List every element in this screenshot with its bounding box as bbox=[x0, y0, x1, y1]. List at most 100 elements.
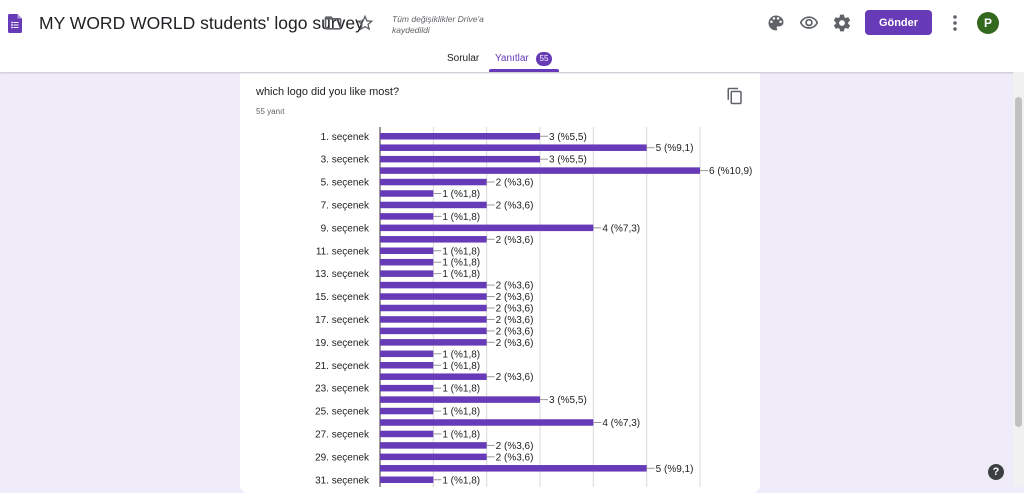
data-label: 2 (%3,6) bbox=[496, 338, 534, 349]
data-label: 1 (%1,8) bbox=[442, 407, 480, 418]
settings-gear-icon[interactable] bbox=[832, 13, 852, 33]
folder-icon[interactable] bbox=[323, 13, 343, 33]
category-label: 11. seçenek bbox=[316, 246, 370, 257]
category-label: 13. seçenek bbox=[315, 269, 370, 280]
send-button[interactable]: Gönder bbox=[865, 10, 932, 35]
data-label: 3 (%5,5) bbox=[549, 132, 587, 143]
data-label: 4 (%7,3) bbox=[602, 223, 640, 234]
chart-bar[interactable] bbox=[380, 327, 487, 335]
data-label: 1 (%1,8) bbox=[442, 475, 480, 486]
category-label: 27. seçenek bbox=[315, 429, 370, 440]
chart-bar[interactable] bbox=[380, 178, 487, 186]
data-label: 1 (%1,8) bbox=[442, 212, 480, 223]
active-tab-indicator bbox=[489, 69, 559, 72]
data-label: 1 (%1,8) bbox=[442, 269, 480, 280]
data-label: 2 (%3,6) bbox=[496, 200, 534, 211]
save-status: Tüm değişiklikler Drive'a kaydedildi bbox=[392, 14, 484, 35]
chart-bar[interactable] bbox=[380, 258, 434, 266]
chart-bar[interactable] bbox=[380, 339, 487, 346]
chart-bar[interactable] bbox=[380, 350, 434, 358]
chart-bar[interactable] bbox=[380, 465, 647, 472]
data-label: 2 (%3,6) bbox=[496, 315, 534, 326]
chart-bar[interactable] bbox=[380, 304, 487, 312]
top-bar: MY WORD WORLD students' logo survey Tüm … bbox=[0, 0, 1024, 72]
chart-bar[interactable] bbox=[380, 396, 540, 403]
chart-bar[interactable] bbox=[380, 373, 487, 380]
category-label: 31. seçenek bbox=[315, 475, 370, 486]
chart-bar[interactable] bbox=[380, 419, 594, 426]
chart-bar[interactable] bbox=[380, 224, 594, 232]
category-label: 7. seçenek bbox=[321, 200, 370, 211]
data-label: 2 (%3,6) bbox=[496, 441, 534, 452]
chart-bar[interactable] bbox=[380, 281, 487, 289]
category-label: 25. seçenek bbox=[315, 407, 370, 418]
data-label: 5 (%9,1) bbox=[656, 464, 694, 475]
response-count: 55 yanıt bbox=[256, 107, 285, 116]
star-icon[interactable] bbox=[355, 13, 375, 33]
data-label: 1 (%1,8) bbox=[442, 349, 480, 360]
chart-bar[interactable] bbox=[380, 167, 700, 174]
chart-bar[interactable] bbox=[380, 476, 434, 484]
chart-bar[interactable] bbox=[380, 213, 434, 220]
response-bar-chart: 3 (%5,5) 1. seçenek 5 (%9,1) 3 (%5,5) 3. seç… bbox=[315, 127, 752, 487]
data-label: 1 (%1,8) bbox=[442, 429, 480, 440]
data-label: 4 (%7,3) bbox=[602, 418, 640, 429]
chart-bar[interactable] bbox=[380, 316, 487, 323]
chart-bar[interactable] bbox=[380, 247, 434, 255]
category-label: 19. seçenek bbox=[315, 338, 370, 349]
chart-bar[interactable] bbox=[380, 190, 434, 197]
chart-bar[interactable] bbox=[380, 430, 434, 438]
tab-responses[interactable]: Yanıtlar bbox=[495, 53, 529, 64]
data-label: 2 (%3,6) bbox=[496, 178, 534, 189]
chart-bar[interactable] bbox=[380, 293, 487, 300]
more-vert-icon[interactable] bbox=[947, 13, 963, 33]
data-label: 1 (%1,8) bbox=[442, 246, 480, 257]
data-label: 1 (%1,8) bbox=[442, 258, 480, 269]
data-label: 2 (%3,6) bbox=[496, 304, 534, 315]
chart-bar[interactable] bbox=[380, 407, 434, 415]
category-label: 3. seçenek bbox=[321, 155, 370, 166]
data-label: 2 (%3,6) bbox=[496, 326, 534, 337]
chart-bar[interactable] bbox=[380, 442, 487, 449]
data-label: 2 (%3,6) bbox=[496, 452, 534, 463]
help-icon[interactable]: ? bbox=[988, 464, 1004, 480]
copy-chart-icon[interactable] bbox=[726, 87, 744, 105]
data-label: 1 (%1,8) bbox=[442, 384, 480, 395]
category-label: 17. seçenek bbox=[315, 315, 370, 326]
category-label: 15. seçenek bbox=[315, 292, 370, 303]
category-label: 21. seçenek bbox=[315, 361, 370, 372]
chart-bar[interactable] bbox=[380, 201, 487, 209]
category-label: 9. seçenek bbox=[321, 223, 370, 234]
category-label: 23. seçenek bbox=[315, 384, 370, 395]
chart-bar[interactable] bbox=[380, 384, 434, 392]
data-label: 3 (%5,5) bbox=[549, 395, 587, 406]
scrollbar-thumb[interactable] bbox=[1015, 97, 1022, 427]
category-label: 1. seçenek bbox=[321, 132, 370, 143]
tab-questions[interactable]: Sorular bbox=[447, 53, 480, 64]
question-title: which logo did you like most? bbox=[256, 86, 400, 98]
chart-bar[interactable] bbox=[380, 144, 647, 151]
page-scrollbar[interactable] bbox=[1013, 72, 1024, 487]
data-label: 2 (%3,6) bbox=[496, 281, 534, 292]
data-label: 2 (%3,6) bbox=[496, 292, 534, 303]
data-label: 2 (%3,6) bbox=[496, 372, 534, 383]
category-label: 5. seçenek bbox=[321, 178, 370, 189]
chart-bar[interactable] bbox=[380, 362, 434, 369]
account-avatar[interactable]: P bbox=[977, 12, 999, 34]
form-title[interactable]: MY WORD WORLD students' logo survey bbox=[39, 13, 364, 33]
chart-bar[interactable] bbox=[380, 236, 487, 243]
responses-count-badge: 55 bbox=[536, 52, 552, 66]
data-label: 6 (%10,9) bbox=[709, 166, 752, 177]
data-label: 3 (%5,5) bbox=[549, 155, 587, 166]
preview-eye-icon[interactable] bbox=[799, 13, 819, 33]
data-label: 2 (%3,6) bbox=[496, 235, 534, 246]
forms-icon[interactable] bbox=[8, 14, 22, 33]
palette-icon[interactable] bbox=[766, 13, 786, 33]
category-label: 29. seçenek bbox=[315, 452, 370, 463]
chart-bar[interactable] bbox=[380, 270, 434, 277]
data-label: 5 (%9,1) bbox=[656, 143, 694, 154]
chart-bar[interactable] bbox=[380, 453, 487, 461]
data-label: 1 (%1,8) bbox=[442, 361, 480, 372]
chart-bar[interactable] bbox=[380, 133, 540, 140]
chart-bar[interactable] bbox=[380, 155, 540, 163]
